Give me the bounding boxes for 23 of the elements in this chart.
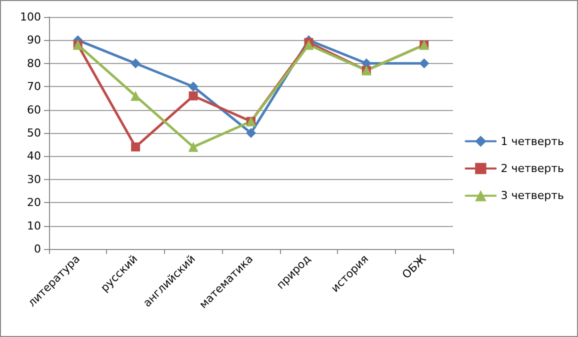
point bbox=[419, 58, 430, 68]
point bbox=[130, 58, 141, 68]
point bbox=[130, 90, 141, 101]
y-tick-label: 10 bbox=[27, 219, 41, 232]
y-tick-label: 90 bbox=[27, 34, 41, 47]
y-tick-label: 60 bbox=[27, 103, 41, 116]
y-tick-label: 20 bbox=[27, 196, 41, 210]
y-tick-label: 50 bbox=[27, 126, 41, 140]
y-tick-label: 70 bbox=[27, 80, 41, 94]
legend-label: 3 четверть bbox=[500, 189, 564, 202]
y-tick-label: 40 bbox=[27, 150, 41, 163]
point bbox=[188, 142, 198, 152]
legend-label: 2 четверть bbox=[500, 162, 564, 175]
y-tick-label: 100 bbox=[20, 10, 41, 24]
legend-label: 1 четверть bbox=[500, 134, 564, 148]
y-tick-label: 0 bbox=[34, 242, 41, 256]
point bbox=[131, 142, 140, 152]
y-tick-label: 80 bbox=[27, 56, 41, 70]
y-tick-label: 30 bbox=[27, 172, 41, 186]
point bbox=[188, 91, 198, 100]
point bbox=[188, 82, 198, 92]
point bbox=[304, 40, 314, 50]
point bbox=[246, 128, 256, 138]
